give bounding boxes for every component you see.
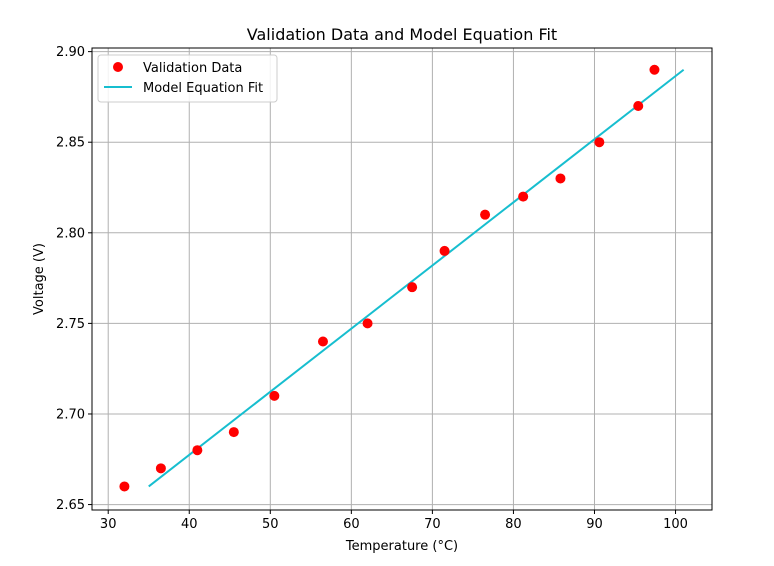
data-point: [362, 318, 373, 329]
data-point: [317, 336, 328, 347]
x-tick-label: 60: [343, 517, 360, 532]
y-axis-ticks: 2.65 2.70 2.75 2.80 2.85 2.90: [56, 45, 92, 513]
x-tick-label: 40: [181, 517, 198, 532]
data-point: [480, 209, 491, 220]
legend-box: [97, 54, 278, 103]
y-tick-label: 2.75: [56, 317, 85, 332]
y-tick-label: 2.80: [56, 226, 85, 241]
data-point: [594, 137, 605, 148]
x-tick-label: 70: [424, 517, 441, 532]
legend: Validation Data Model Equation Fit: [97, 54, 278, 103]
data-point: [649, 64, 660, 75]
plot-area: [92, 48, 712, 510]
data-point: [228, 427, 239, 438]
legend-label-validation-data: Validation Data: [143, 61, 242, 76]
data-point: [555, 173, 566, 184]
data-point: [119, 481, 130, 492]
grid: [92, 48, 712, 510]
x-tick-label: 80: [505, 517, 522, 532]
fit-line-layer: [148, 68, 685, 488]
data-point: [439, 245, 450, 256]
data-point: [269, 390, 280, 401]
chart-title: Validation Data and Model Equation Fit: [247, 25, 557, 44]
data-point: [407, 282, 418, 293]
y-tick-label: 2.70: [56, 407, 85, 422]
model-fit-line: [148, 68, 685, 488]
x-axis-label: Temperature (°C): [345, 539, 458, 554]
legend-label-model-fit: Model Equation Fit: [143, 81, 263, 96]
plot-frame: [91, 47, 713, 511]
data-point: [633, 100, 644, 111]
x-axis-ticks: 30 40 50 60 70 80 90 100: [100, 510, 688, 532]
y-axis-label: Voltage (V): [32, 243, 47, 315]
data-points-layer: [119, 64, 660, 492]
legend-marker-validation-data: [113, 62, 123, 72]
data-point: [155, 463, 166, 474]
x-tick-label: 30: [100, 517, 117, 532]
x-tick-label: 100: [663, 517, 688, 532]
data-point: [518, 191, 529, 202]
data-point: [192, 445, 203, 456]
y-tick-label: 2.90: [56, 45, 85, 60]
x-tick-label: 90: [586, 517, 603, 532]
y-tick-label: 2.65: [56, 498, 85, 513]
y-tick-label: 2.85: [56, 136, 85, 151]
x-tick-label: 50: [262, 517, 279, 532]
